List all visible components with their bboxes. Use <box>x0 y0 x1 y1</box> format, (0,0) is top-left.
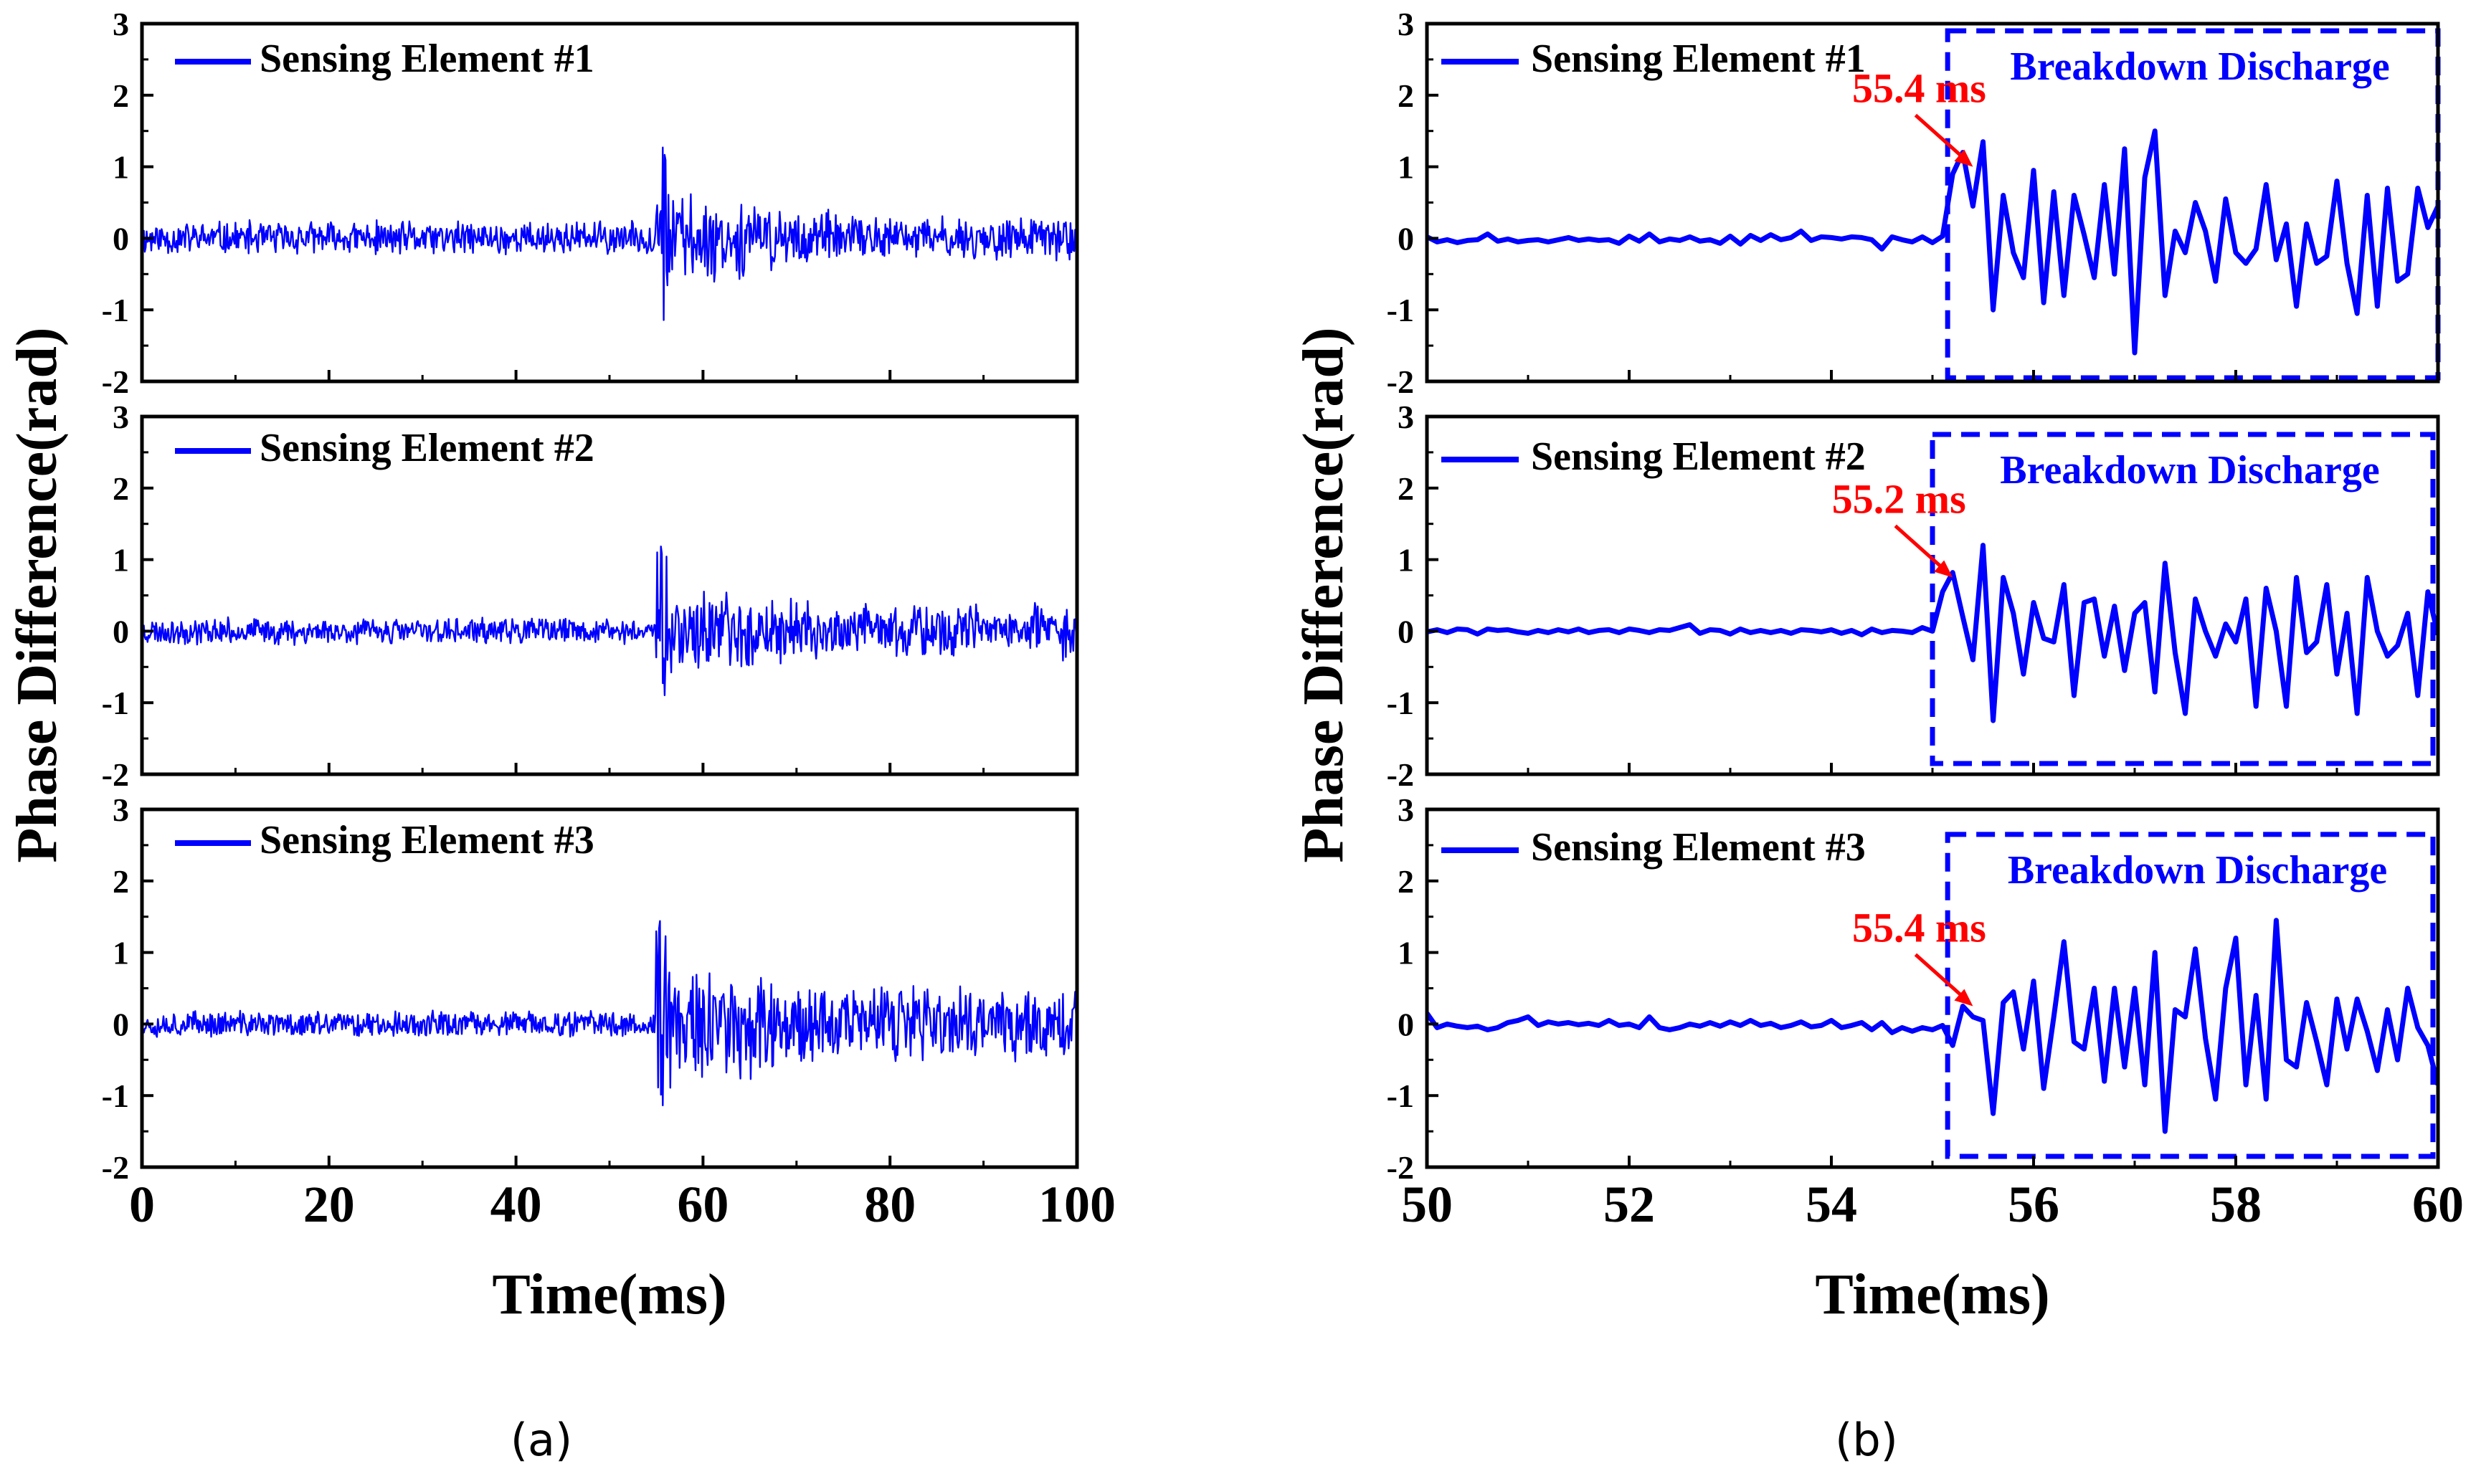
panel-b-1: Breakdown Discharge 55.4 ms -2 -1 0 1 2 3 Sensin… <box>1387 6 2441 400</box>
onset-arrow <box>1894 524 1950 575</box>
y-tick-label: 3 <box>113 399 129 435</box>
onset-arrow <box>1914 953 1970 1004</box>
onset-arrow-head <box>1954 989 1973 1007</box>
breakdown-box-label: Breakdown Discharge <box>2010 44 2389 89</box>
panel-a-1: -2 -1 0 1 2 3 Sensing Element #1 <box>102 6 1079 400</box>
x-tick-label: 0 <box>129 1176 155 1233</box>
y-tick-label: 0 <box>1398 220 1414 257</box>
x-axis-title: Time(ms) <box>1815 1263 2049 1326</box>
series-line-a-1 <box>142 146 1077 321</box>
y-tick-label: 3 <box>1398 791 1414 828</box>
legend-label: Sensing Element #3 <box>260 818 594 862</box>
y-axis-title: Phase Difference(rad) <box>6 327 69 862</box>
y-tick-label: 3 <box>1398 399 1414 435</box>
onset-label: 55.2 ms <box>1832 476 1966 523</box>
series-line-a-2 <box>142 546 1077 696</box>
legend-label: Sensing Element #2 <box>1531 434 1866 479</box>
legend-label: Sensing Element #2 <box>260 426 594 470</box>
y-tick-label: -1 <box>102 292 129 328</box>
series-line-b-3 <box>1427 918 2438 1134</box>
y-tick-label: 3 <box>113 791 129 828</box>
y-tick-label: 2 <box>113 863 129 900</box>
y-tick-label: 1 <box>113 935 129 971</box>
x-tick-label: 40 <box>490 1176 542 1233</box>
y-tick-label: -2 <box>1387 363 1414 400</box>
onset-label: 55.4 ms <box>1852 904 1986 951</box>
legend-label: Sensing Element #1 <box>260 37 594 81</box>
panel-a-3: -2 -1 0 1 2 3 0 20 40 60 80 100 Sensing Element #3 <box>102 791 1116 1233</box>
figure-a: -2 -1 0 1 2 3 Sensing Element #1 -2 -1 0 1 2 3 Sensin… <box>6 6 1116 1326</box>
y-tick-label: 0 <box>113 613 129 650</box>
onset-arrow <box>1914 113 1970 164</box>
x-tick-label: 52 <box>1603 1176 1655 1233</box>
y-tick-label: -2 <box>102 756 129 793</box>
y-tick-label: 1 <box>1398 149 1414 186</box>
x-tick-label: 20 <box>303 1176 355 1233</box>
breakdown-box-label: Breakdown Discharge <box>2000 448 2379 493</box>
x-tick-label: 60 <box>2412 1176 2464 1233</box>
x-tick-label: 80 <box>864 1176 916 1233</box>
y-tick-label: 1 <box>1398 542 1414 579</box>
y-tick-label: -2 <box>102 363 129 400</box>
onset-label: 55.4 ms <box>1852 65 1986 112</box>
y-tick-label: 2 <box>113 470 129 507</box>
y-tick-label: 3 <box>1398 6 1414 42</box>
y-tick-label: 0 <box>1398 613 1414 650</box>
y-tick-label: -2 <box>102 1149 129 1186</box>
y-tick-label: 2 <box>1398 470 1414 507</box>
y-tick-label: -1 <box>102 685 129 721</box>
breakdown-box <box>1930 432 2436 766</box>
caption-a: (a) <box>511 1414 572 1466</box>
y-tick-label: 1 <box>113 542 129 579</box>
y-tick-label: -2 <box>1387 1149 1414 1186</box>
y-tick-label: 1 <box>113 149 129 186</box>
y-axis-title: Phase Difference(rad) <box>1292 327 1355 862</box>
x-tick-label: 50 <box>1401 1176 1453 1233</box>
y-tick-label: 0 <box>113 220 129 257</box>
y-tick-label: -2 <box>1387 756 1414 793</box>
x-tick-label: 58 <box>2210 1176 2262 1233</box>
series-line-a-3 <box>142 920 1077 1107</box>
y-tick-label: 1 <box>1398 935 1414 971</box>
y-tick-label: 3 <box>113 6 129 42</box>
series-line-b-1 <box>1427 128 2438 356</box>
y-tick-label: 2 <box>1398 863 1414 900</box>
breakdown-box-label: Breakdown Discharge <box>2008 848 2387 893</box>
x-tick-label: 60 <box>677 1176 729 1233</box>
series-line-b-2 <box>1427 543 2438 723</box>
figure-b: Breakdown Discharge 55.4 ms -2 -1 0 1 2 3 Sensin… <box>1292 6 2464 1326</box>
panel-b-2: Breakdown Discharge 55.2 ms -2 -1 0 1 2 3 Sensin… <box>1387 399 2440 793</box>
x-tick-label: 100 <box>1038 1176 1116 1233</box>
y-tick-label: 0 <box>1398 1006 1414 1042</box>
y-tick-label: 2 <box>113 77 129 114</box>
y-tick-label: -1 <box>102 1078 129 1114</box>
breakdown-box <box>1945 832 2436 1159</box>
legend-label: Sensing Element #3 <box>1531 825 1866 870</box>
y-tick-label: -1 <box>1387 1078 1414 1114</box>
panel-b-3: Breakdown Discharge 55.4 ms -2 -1 0 1 2 3 50 52 54… <box>1387 791 2464 1233</box>
y-tick-label: 2 <box>1398 77 1414 114</box>
onset-arrow-head <box>1934 560 1953 578</box>
onset-arrow-head <box>1954 149 1973 167</box>
x-tick-label: 56 <box>2008 1176 2059 1233</box>
x-axis-title: Time(ms) <box>492 1263 726 1326</box>
x-tick-label: 54 <box>1806 1176 1857 1233</box>
caption-b: (b) <box>1835 1414 1898 1466</box>
legend-label: Sensing Element #1 <box>1531 37 1866 81</box>
y-tick-label: -1 <box>1387 292 1414 328</box>
panel-a-2: -2 -1 0 1 2 3 Sensing Element #2 <box>102 399 1079 793</box>
y-tick-label: -1 <box>1387 685 1414 721</box>
y-tick-label: 0 <box>113 1006 129 1042</box>
